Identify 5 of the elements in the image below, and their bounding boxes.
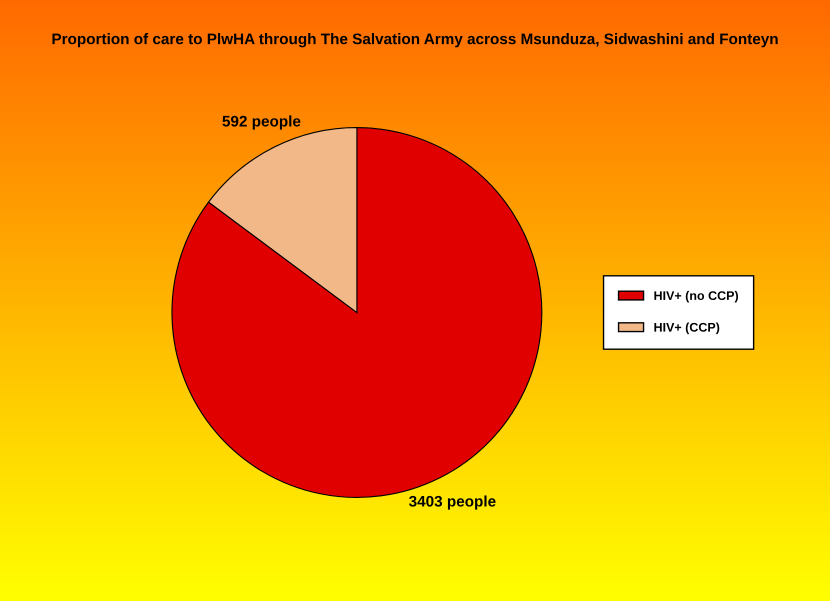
legend-label: HIV+ (CCP) [654,322,720,334]
chart-title: Proportion of care to PlwHA through The Salvation Army across Msunduza, Sidwashini and Fonteyn [52,33,778,48]
data-label: 3403 people [408,495,496,510]
data-label: 592 people [222,115,300,130]
legend-label: HIV+ (no CCP) [654,290,738,303]
